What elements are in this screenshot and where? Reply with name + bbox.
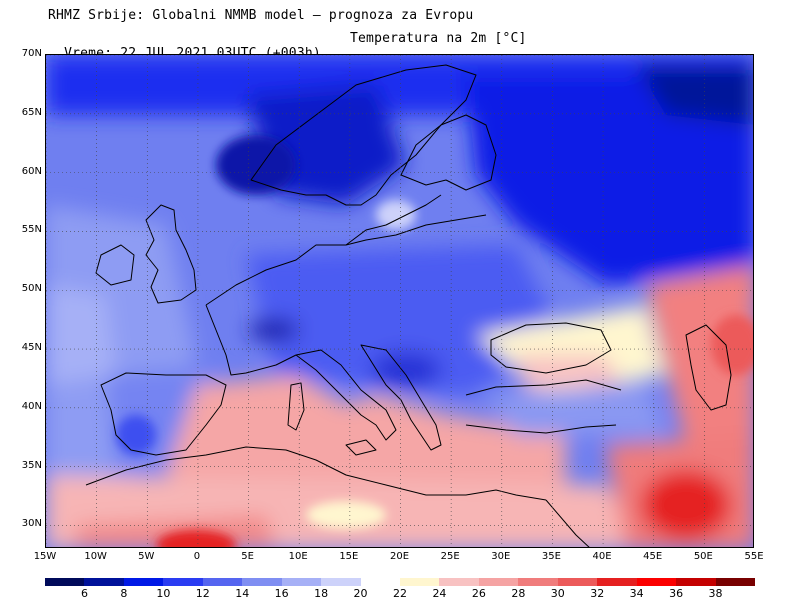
- colorbar-swatch: [84, 578, 125, 586]
- lat-label: 65N: [21, 106, 42, 118]
- colorbar-label: 6: [80, 587, 88, 600]
- lon-label: 50E: [693, 551, 713, 562]
- lat-label: 60N: [21, 165, 42, 177]
- lon-label: 55E: [744, 551, 764, 562]
- colorbar-label: 26: [471, 587, 486, 600]
- colorbar-swatch: [123, 578, 164, 586]
- lon-label: 15W: [33, 551, 57, 562]
- lon-label: 25E: [440, 551, 460, 562]
- colorbar-swatch: [202, 578, 243, 586]
- colorbar-label: 14: [235, 587, 250, 600]
- colorbar-swatch: [439, 578, 480, 586]
- lat-label: 55N: [21, 224, 42, 236]
- colorbar-swatch: [321, 578, 362, 586]
- lon-label: 20E: [389, 551, 410, 562]
- lat-label: 70N: [21, 48, 42, 59]
- temperature-map: [45, 54, 754, 548]
- colorbar: [45, 578, 756, 586]
- colorbar-label: 20: [353, 587, 368, 600]
- lat-label: 30N: [21, 518, 42, 530]
- coastlines: [85, 64, 732, 547]
- lon-label: 30E: [491, 551, 511, 562]
- lon-label: 45E: [643, 551, 663, 562]
- colorbar-label: 10: [156, 587, 171, 600]
- lon-label: 10W: [84, 551, 107, 562]
- colorbar-label: 18: [314, 587, 329, 600]
- colorbar-label: 16: [274, 587, 289, 600]
- colorbar-swatch: [242, 578, 283, 586]
- lon-label: 5W: [138, 551, 155, 562]
- colorbar-label: 34: [629, 587, 644, 600]
- lat-label: 35N: [21, 459, 42, 471]
- lon-label: 40E: [592, 551, 612, 562]
- colorbar-swatch: [557, 578, 598, 586]
- colorbar-swatch: [281, 578, 322, 586]
- colorbar-label: 36: [669, 587, 684, 600]
- colorbar-swatch: [400, 578, 440, 586]
- colorbar-label: 38: [708, 587, 723, 600]
- colorbar-label: 12: [195, 587, 210, 600]
- colorbar-label: 8: [120, 587, 128, 600]
- colorbar-swatch: [597, 578, 638, 586]
- colorbar-swatch: [676, 578, 717, 586]
- colorbar-label: 22: [393, 587, 407, 600]
- lon-label: 15E: [339, 551, 359, 562]
- colorbar-swatch: [163, 578, 204, 586]
- colorbar-label: 30: [550, 587, 565, 600]
- colorbar-swatch: [478, 578, 519, 586]
- lon-label: 10E: [288, 551, 308, 562]
- colorbar-label: 28: [511, 587, 526, 600]
- colorbar-label: 24: [432, 587, 447, 600]
- colorbar-swatch: [715, 578, 756, 586]
- colorbar-swatch: [636, 578, 677, 586]
- lat-label: 40N: [21, 400, 42, 412]
- colorbar-swatch: [360, 578, 401, 586]
- lat-label: 50N: [21, 283, 42, 295]
- colorbar-swatch: [45, 578, 85, 586]
- lon-label: 5E: [241, 551, 254, 562]
- map-canvas: [46, 55, 753, 547]
- lat-label: 45N: [21, 342, 42, 354]
- colorbar-swatch: [518, 578, 559, 586]
- colorbar-label: 32: [590, 587, 605, 600]
- lon-label: 35E: [541, 551, 561, 562]
- title-line-1: RHMZ Srbije: Globalni NMMB model — progn…: [48, 8, 474, 23]
- lon-label: 0: [193, 551, 201, 562]
- parameter-label: Temperatura na 2m [°C]: [350, 31, 527, 46]
